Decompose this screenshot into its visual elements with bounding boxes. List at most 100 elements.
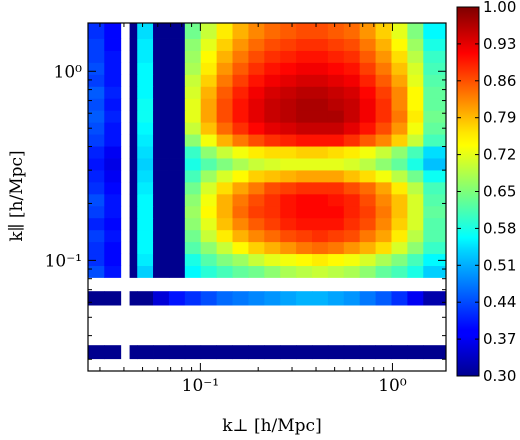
colorbar-tick-label: 0.58 <box>483 219 516 237</box>
heatmap-cell <box>343 23 361 39</box>
heatmap-cell <box>343 146 361 159</box>
heatmap-cell <box>184 205 202 219</box>
heatmap-cell <box>88 229 105 243</box>
heatmap-cell <box>343 253 361 267</box>
heatmap-cell <box>423 110 447 123</box>
heatmap-cell <box>359 86 376 99</box>
heatmap-cell <box>129 253 138 267</box>
heatmap-cell <box>200 217 218 231</box>
heatmap-cell <box>312 23 329 39</box>
heatmap-cell <box>216 62 233 75</box>
heatmap-cell <box>153 62 170 75</box>
heatmap-cell <box>264 291 281 306</box>
heatmap-cell <box>280 291 297 306</box>
heatmap-cell <box>137 98 154 111</box>
heatmap-cell <box>184 74 202 87</box>
heatmap-cell <box>168 98 186 111</box>
heatmap-cell <box>232 345 249 360</box>
heatmap-cell <box>375 86 392 99</box>
heatmap-cell <box>343 98 361 111</box>
colorbar-tick-label: 0.86 <box>483 72 516 90</box>
heatmap-cell <box>280 50 297 63</box>
heatmap-cell <box>359 345 376 360</box>
heatmap-cell <box>137 23 154 39</box>
heatmap-cell <box>343 50 361 63</box>
heatmap-cell <box>296 23 313 39</box>
heatmap-cell <box>232 253 249 267</box>
heatmap-cell <box>296 74 313 87</box>
heatmap-cell <box>407 62 424 75</box>
heatmap-cell <box>296 86 313 99</box>
heatmap-cell <box>359 122 376 135</box>
heatmap-cell <box>200 146 218 159</box>
heatmap-cell <box>129 181 138 195</box>
heatmap-cell <box>153 146 170 159</box>
heatmap-cell <box>264 217 281 231</box>
heatmap-cell <box>359 98 376 111</box>
heatmap-cell <box>184 146 202 159</box>
heatmap-cell <box>359 265 376 278</box>
heatmap-cell <box>264 122 281 135</box>
heatmap-cell <box>407 193 424 207</box>
heatmap-cell <box>137 110 154 123</box>
heatmap-cell <box>184 217 202 231</box>
heatmap-cell <box>391 181 408 195</box>
colorbar-tick-label: 0.65 <box>483 183 516 201</box>
heatmap-cell <box>248 241 265 255</box>
heatmap-cell <box>104 158 122 171</box>
heatmap-cell <box>280 122 297 135</box>
heatmap-cell <box>375 217 392 231</box>
heatmap-cell <box>280 74 297 87</box>
heatmap-cell <box>200 253 218 267</box>
heatmap-cell <box>232 193 249 207</box>
heatmap-cell <box>168 265 186 278</box>
heatmap-cell <box>129 291 138 306</box>
heatmap-cell <box>375 291 392 306</box>
heatmap-cell <box>88 193 105 207</box>
heatmap-cell <box>280 158 297 171</box>
colorbar-tick-label: 0.37 <box>483 330 516 348</box>
heatmap-cell <box>200 122 218 135</box>
heatmap-cell <box>296 98 313 111</box>
heatmap-cell <box>104 122 122 135</box>
heatmap-cell <box>88 253 105 267</box>
heatmap-cell <box>200 50 218 63</box>
heatmap-cell <box>200 110 218 123</box>
heatmap-cell <box>200 74 218 87</box>
heatmap-cell <box>129 241 138 255</box>
heatmap-cell <box>184 253 202 267</box>
heatmap-cell <box>248 74 265 87</box>
heatmap-cell <box>312 62 329 75</box>
heatmap-cell <box>168 50 186 63</box>
heatmap-cell <box>216 193 233 207</box>
axis-tick-labels: 10⁻¹ 10⁰ 10⁻¹ 10⁰ <box>45 62 407 396</box>
heatmap-cell <box>359 23 376 39</box>
heatmap-cell <box>280 217 297 231</box>
heatmap-cell <box>375 62 392 75</box>
heatmap-cell <box>248 62 265 75</box>
heatmap-cell <box>248 229 265 243</box>
heatmap-cell <box>168 38 186 51</box>
heatmap-cell <box>391 134 408 147</box>
heatmap-cell <box>359 170 376 183</box>
heatmap-cell <box>312 50 329 63</box>
heatmap-cell <box>248 98 265 111</box>
heatmap-cell <box>407 229 424 243</box>
heatmap-cell <box>280 229 297 243</box>
heatmap-cell <box>216 134 233 147</box>
colorbar-tick-label: 1.00 <box>483 0 516 16</box>
heatmap-cell <box>153 158 170 171</box>
heatmap-cell <box>104 265 122 278</box>
heatmap-cell <box>184 158 202 171</box>
heatmap-cell <box>137 122 154 135</box>
heatmap-cell <box>312 217 329 231</box>
heatmap-cell <box>296 345 313 360</box>
heatmap-cell <box>88 265 105 278</box>
heatmap-cell <box>184 170 202 183</box>
heatmap-cell <box>104 74 122 87</box>
heatmap-cell <box>407 98 424 111</box>
heatmap-cell <box>312 291 329 306</box>
heatmap-cell <box>137 253 154 267</box>
heatmap-cell <box>375 181 392 195</box>
heatmap-cell <box>137 265 154 278</box>
